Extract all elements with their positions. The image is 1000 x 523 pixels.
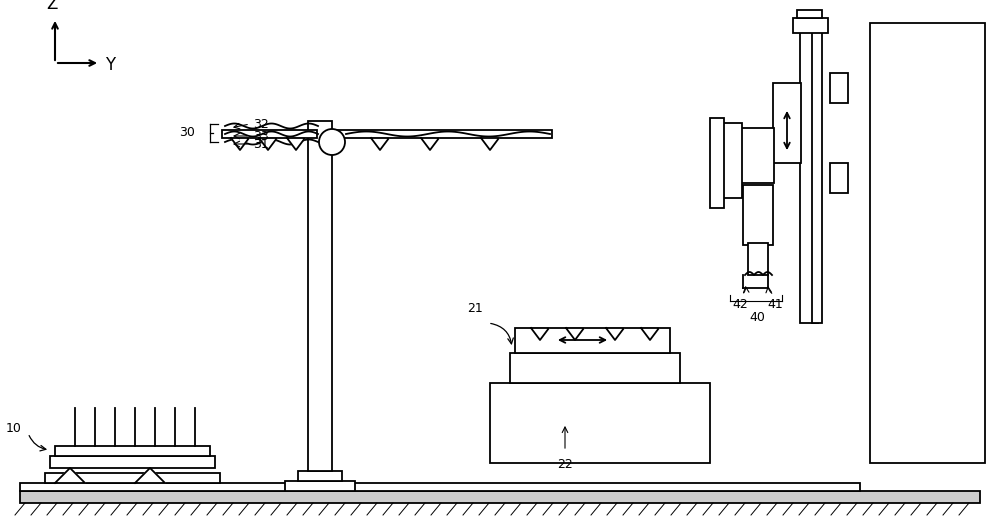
Bar — [793, 18, 828, 33]
Text: 10: 10 — [6, 422, 22, 435]
Polygon shape — [421, 138, 439, 150]
Bar — [710, 118, 724, 208]
Bar — [298, 471, 342, 481]
Text: Z: Z — [46, 0, 58, 13]
Text: 22: 22 — [557, 458, 573, 471]
Bar — [308, 121, 332, 471]
Bar — [800, 23, 818, 323]
Text: 21: 21 — [467, 302, 483, 315]
Bar — [20, 491, 980, 503]
Polygon shape — [566, 328, 584, 340]
Bar — [50, 456, 215, 468]
Bar — [748, 243, 768, 275]
Bar — [222, 130, 317, 138]
Polygon shape — [371, 138, 389, 150]
Text: 40: 40 — [749, 311, 765, 324]
Bar — [830, 163, 848, 193]
Bar — [797, 10, 822, 18]
Polygon shape — [231, 138, 249, 150]
Bar — [870, 23, 985, 463]
Polygon shape — [641, 328, 659, 340]
Bar — [20, 483, 860, 491]
Text: 30: 30 — [179, 127, 195, 140]
Polygon shape — [481, 138, 499, 150]
Bar — [332, 130, 552, 138]
Polygon shape — [259, 138, 277, 150]
Bar — [830, 73, 848, 103]
Polygon shape — [135, 468, 165, 483]
Bar — [515, 328, 670, 353]
Bar — [812, 23, 822, 323]
Polygon shape — [606, 328, 624, 340]
Bar — [490, 383, 710, 463]
Polygon shape — [531, 328, 549, 340]
Text: 31: 31 — [253, 138, 269, 151]
Text: Y: Y — [105, 56, 115, 74]
Text: 33: 33 — [253, 130, 269, 142]
Bar — [285, 481, 355, 491]
Circle shape — [319, 129, 345, 155]
Text: 32: 32 — [253, 118, 269, 131]
Bar — [743, 185, 773, 245]
Bar — [510, 353, 680, 383]
Bar — [740, 128, 774, 183]
Text: 42: 42 — [732, 298, 748, 311]
Bar — [720, 123, 742, 198]
Bar — [45, 473, 220, 483]
Bar — [773, 83, 801, 163]
Text: 41: 41 — [767, 298, 783, 311]
Polygon shape — [55, 468, 85, 483]
Polygon shape — [287, 138, 305, 150]
Bar — [55, 446, 210, 456]
